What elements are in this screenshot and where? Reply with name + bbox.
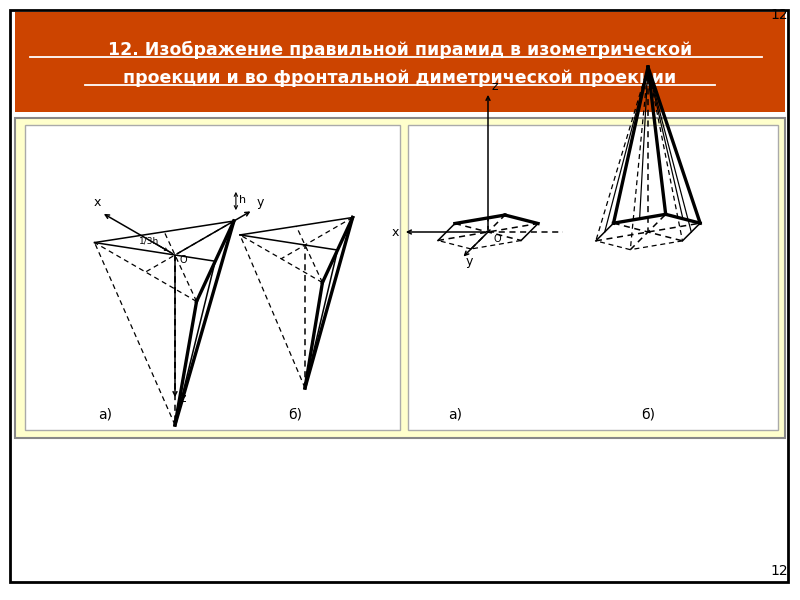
Bar [25,125,400,430]
Text: z: z [492,80,498,93]
Text: б): б) [288,407,302,421]
Text: 12. Изображение правильной пирамид в изометрической: 12. Изображение правильной пирамид в изо… [108,41,692,59]
Text: б): б) [641,407,655,421]
Text: y: y [257,196,264,209]
Bar [15,12,785,112]
Text: 12: 12 [770,8,788,22]
Text: проекции и во фронтальной диметрической проекции: проекции и во фронтальной диметрической … [123,69,677,87]
Text: а): а) [98,407,112,421]
Text: 1/3h: 1/3h [138,236,159,245]
Text: O: O [179,255,186,265]
Bar [408,125,778,430]
Text: 12: 12 [770,564,788,578]
Text: x: x [94,196,101,209]
Text: а): а) [448,407,462,421]
Text: y: y [466,254,473,268]
Text: x: x [391,226,398,238]
Text: z: z [179,392,186,405]
Bar [15,118,785,438]
Text: O: O [493,234,501,244]
Text: h: h [239,195,246,205]
